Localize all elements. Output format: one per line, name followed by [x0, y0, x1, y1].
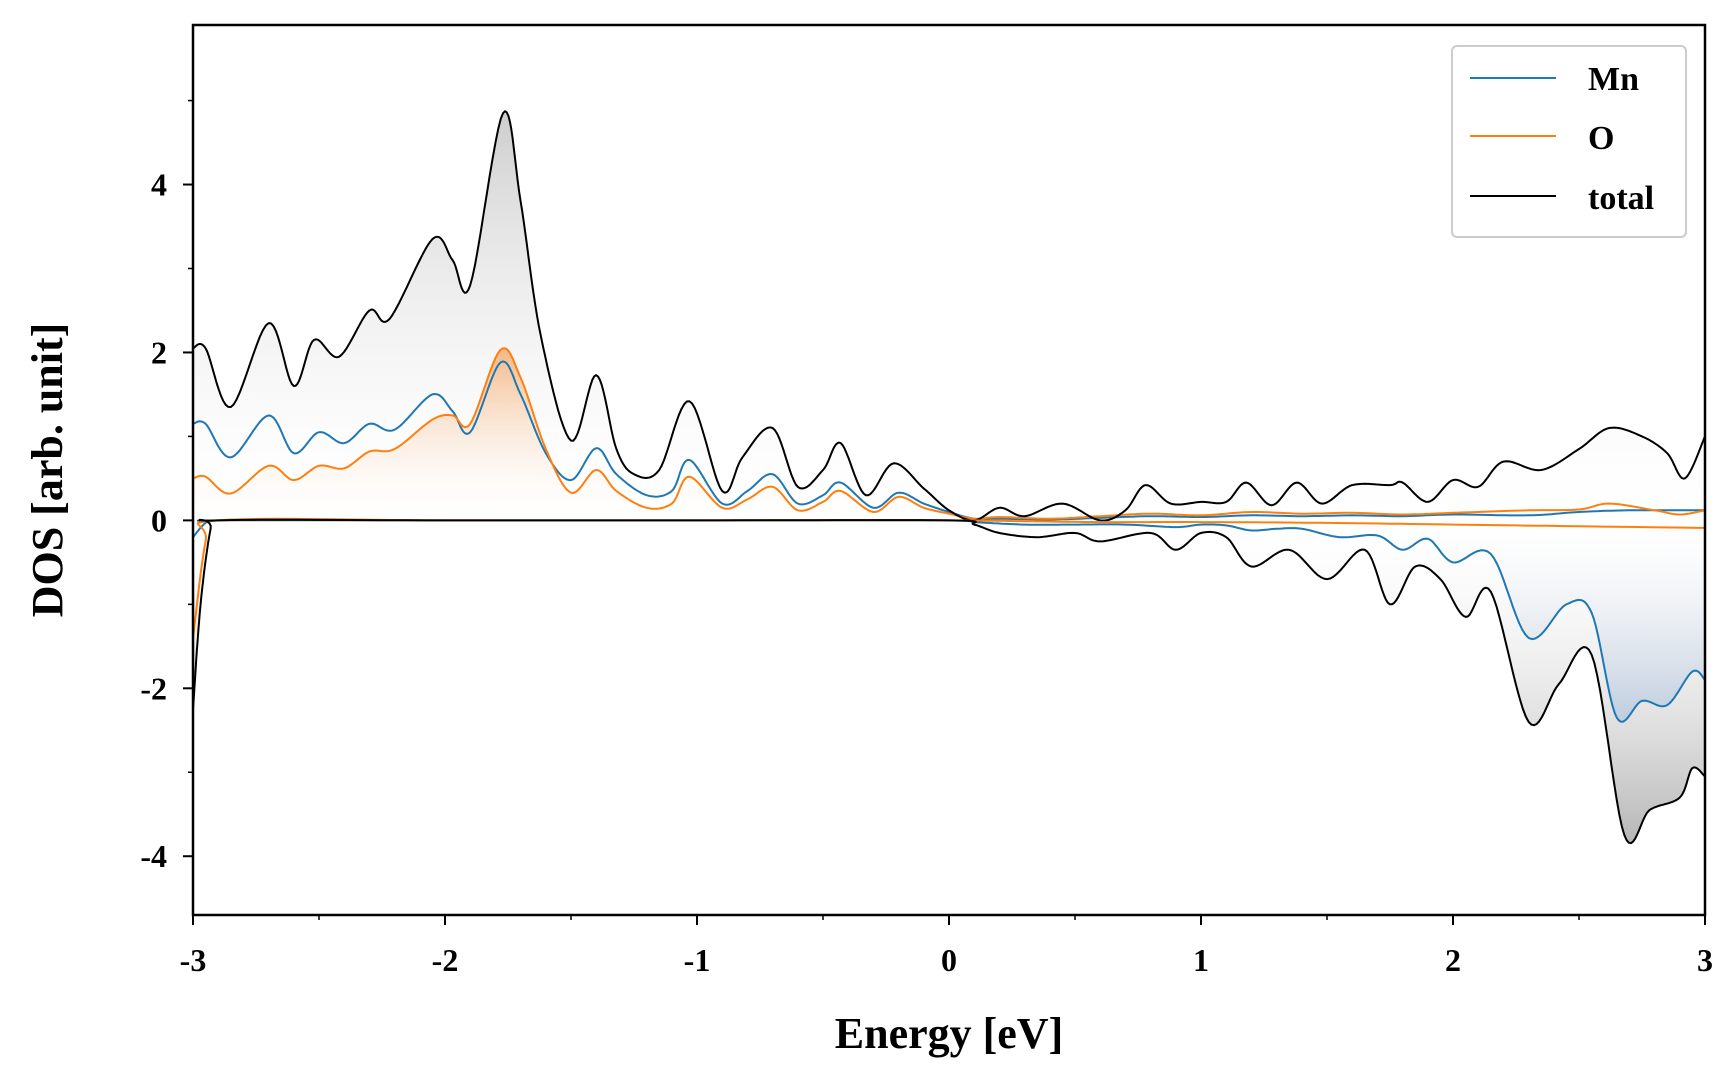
- series-lines: [193, 110, 1705, 845]
- x-axis-title: Energy [eV]: [835, 1009, 1064, 1058]
- x-tick-label: -1: [684, 942, 711, 978]
- y-axis: -4 -2 0 2 4: [140, 99, 193, 874]
- legend: Mn O total: [1451, 45, 1687, 238]
- legend-label-mn: Mn: [1588, 61, 1639, 98]
- x-tick-label: -2: [432, 942, 459, 978]
- legend-label-total: total: [1588, 180, 1654, 217]
- x-tick-label: -3: [180, 942, 207, 978]
- line-total-spin-down: [193, 518, 1705, 845]
- fill-o-spin-up: [193, 348, 1705, 521]
- legend-box: [1451, 45, 1687, 238]
- line-o-spin-up: [193, 347, 1705, 520]
- y-tick-label: 2: [151, 334, 167, 370]
- area-fills: [193, 111, 1705, 844]
- y-tick-label: -2: [140, 670, 167, 706]
- x-tick-label: 2: [1445, 942, 1461, 978]
- y-tick-label: -4: [140, 838, 167, 874]
- y-axis-title: DOS [arb. unit]: [23, 323, 72, 618]
- line-mn-spin-up: [193, 360, 1705, 521]
- y-tick-label: 0: [151, 502, 167, 538]
- legend-label-o: O: [1588, 120, 1614, 157]
- x-tick-label: 0: [941, 942, 957, 978]
- x-tick-label: 1: [1193, 942, 1209, 978]
- fill-mn-spin-down: [193, 520, 1705, 722]
- y-tick-label: 4: [151, 167, 167, 203]
- line-total-spin-up: [193, 110, 1705, 522]
- x-axis: -3 -2 -1 0 1 2 3: [180, 915, 1713, 978]
- x-tick-label: 3: [1697, 942, 1713, 978]
